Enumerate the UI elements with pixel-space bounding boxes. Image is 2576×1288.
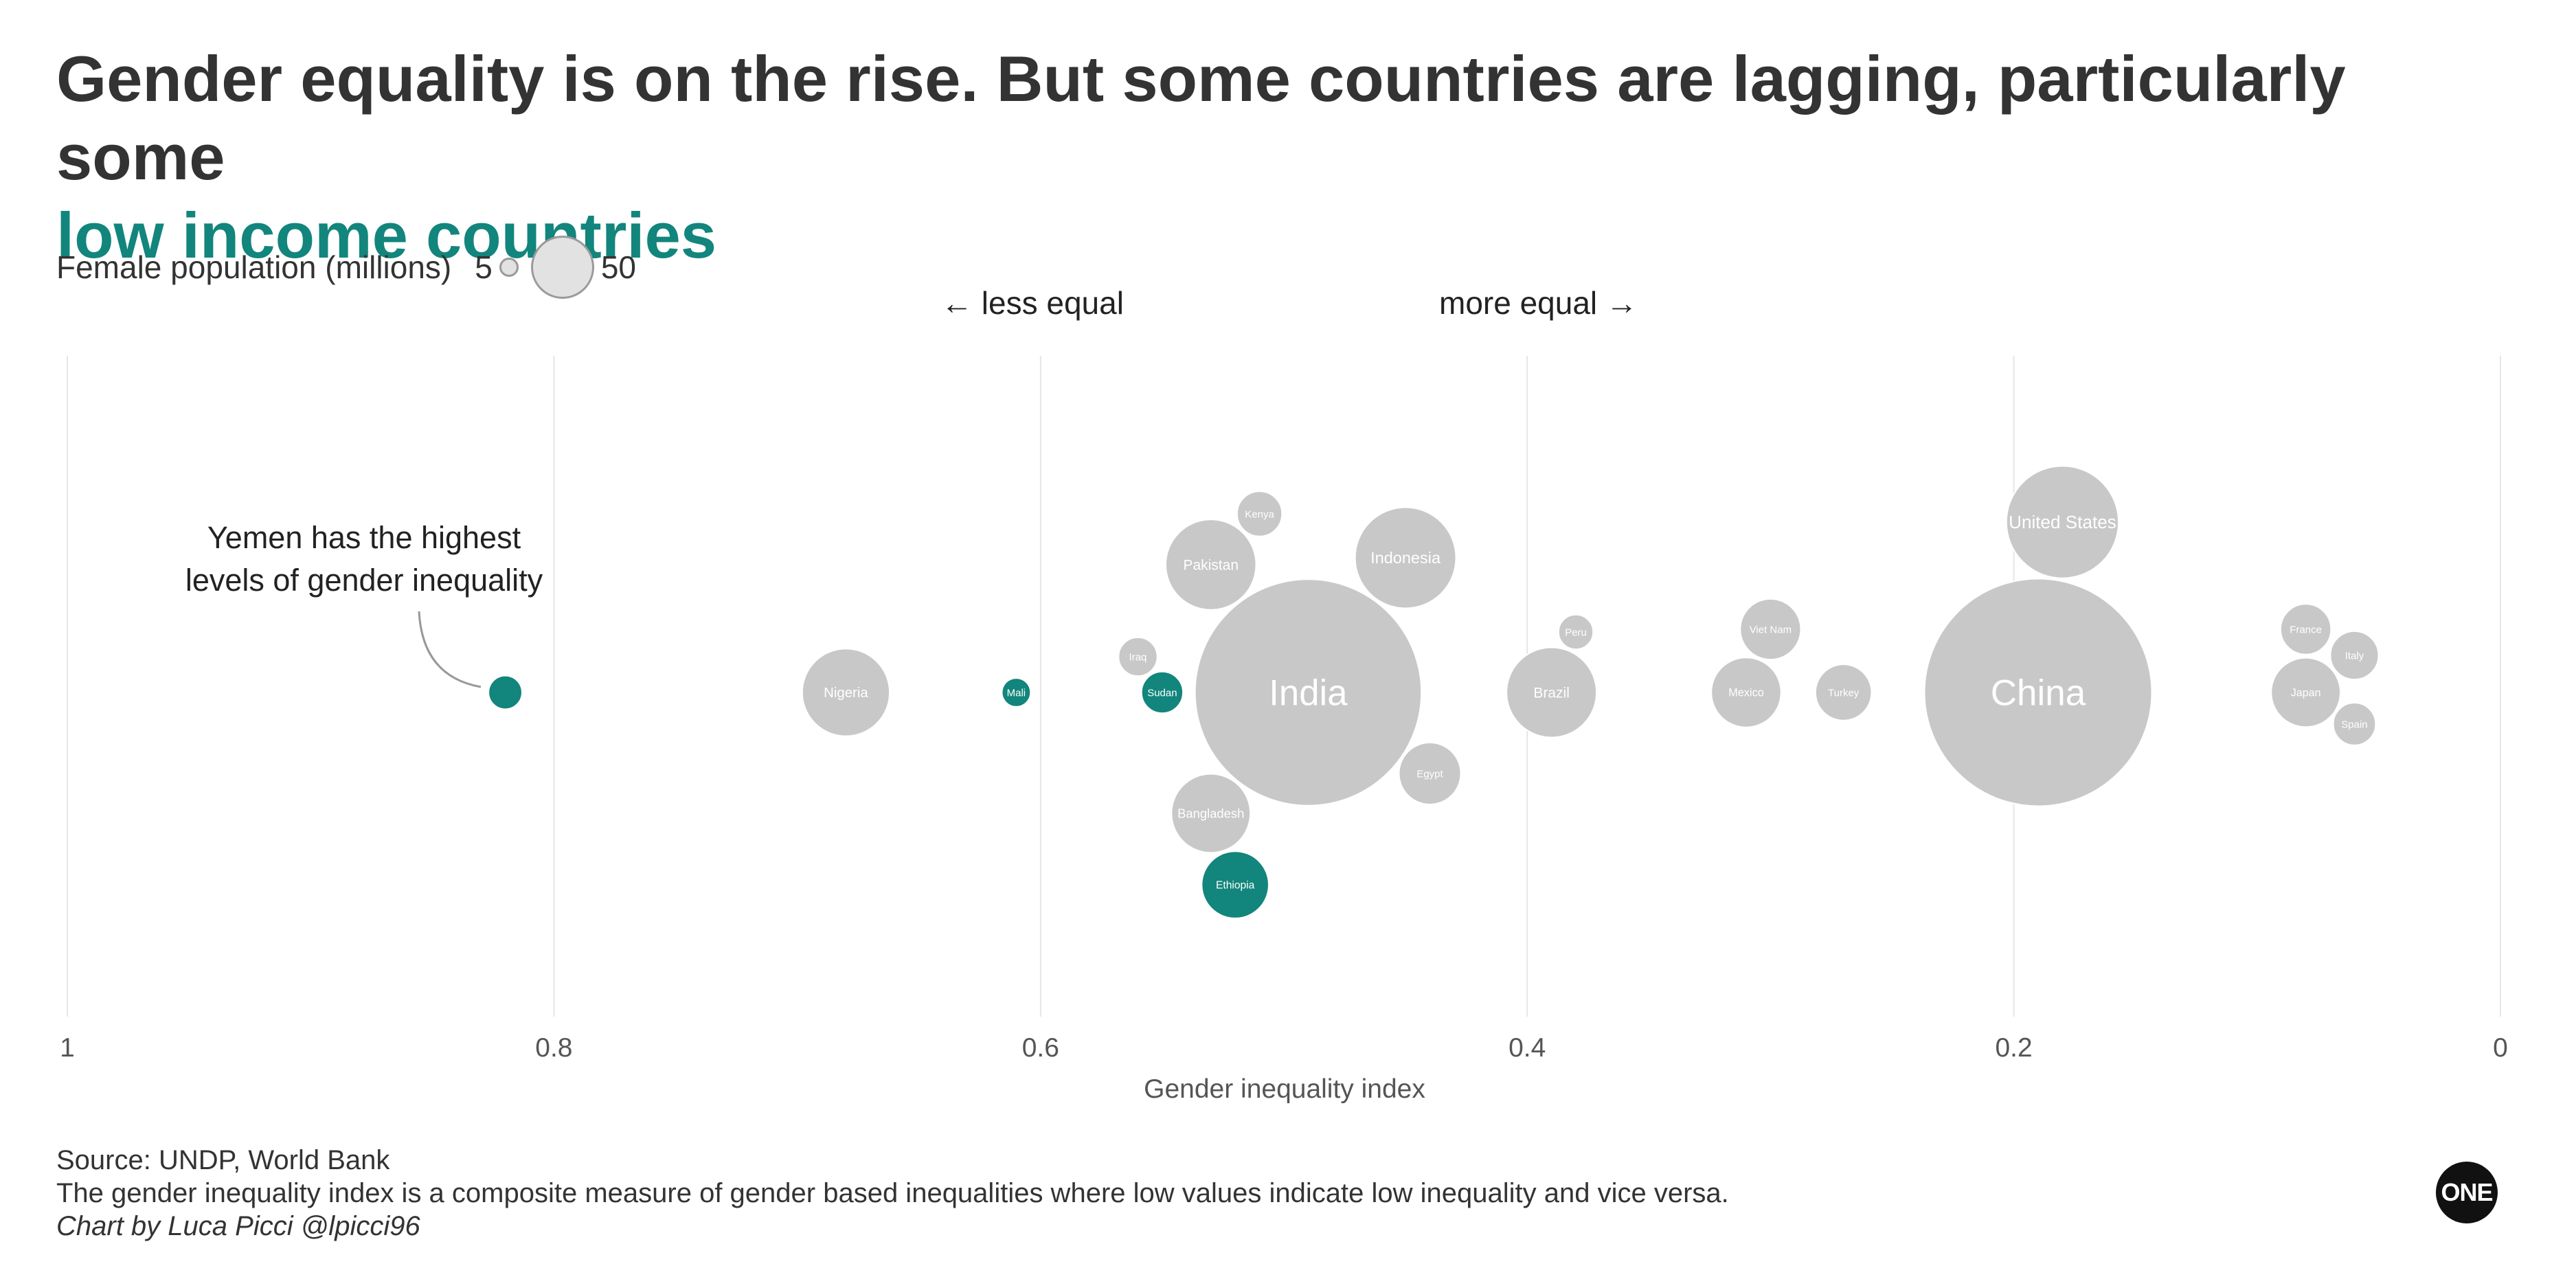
bubble-label-india: India bbox=[1269, 673, 1348, 713]
bubble-label-pakistan: Pakistan bbox=[1183, 557, 1239, 573]
bubble-label-peru: Peru bbox=[1565, 626, 1587, 638]
x-axis-ticks: 1 0.8 0.6 0.4 0.2 0 bbox=[60, 1033, 2508, 1063]
bubble-label-france: France bbox=[2290, 624, 2322, 635]
bubble-india bbox=[1194, 578, 1423, 806]
bubble-sudan bbox=[1140, 670, 1184, 714]
chart-title: Gender equality is on the rise. But some… bbox=[56, 40, 2529, 275]
bubble-label-indonesia: Indonesia bbox=[1370, 549, 1441, 567]
x-tick-label: 0 bbox=[2493, 1033, 2508, 1063]
bubble-egypt bbox=[1398, 742, 1462, 805]
size-legend-small-value: 5 bbox=[475, 249, 493, 285]
bubble-united-states bbox=[2005, 465, 2120, 579]
footer-credit: Chart by Luca Picci @lpicci96 bbox=[56, 1211, 420, 1241]
bubble-label-bangladesh: Bangladesh bbox=[1177, 806, 1244, 820]
bubble-france bbox=[2279, 603, 2332, 655]
one-logo: ONE bbox=[2436, 1162, 2498, 1223]
annotation: Yemen has the highest levels of gender in… bbox=[185, 520, 543, 688]
bubble-label-iraq: Iraq bbox=[1129, 651, 1147, 663]
bubble-label-egypt: Egypt bbox=[1416, 768, 1443, 780]
bubble-label-united-states: United States bbox=[2009, 512, 2116, 532]
x-tick-label: 0.2 bbox=[1995, 1033, 2032, 1063]
annotation-text: Yemen has the highest levels of gender in… bbox=[185, 520, 543, 598]
bubble-italy bbox=[2329, 630, 2380, 681]
x-tick-label: 0.4 bbox=[1509, 1033, 1546, 1063]
bubble-label-kenya: Kenya bbox=[1245, 508, 1274, 520]
bubble-turkey bbox=[1814, 664, 1873, 721]
bubble-label-sudan: Sudan bbox=[1147, 687, 1177, 699]
bubble-mexico bbox=[1710, 657, 1782, 728]
bubble-label-mali: Mali bbox=[1007, 687, 1026, 699]
bubble-spain bbox=[2332, 702, 2377, 746]
bubble-japan bbox=[2270, 657, 2342, 728]
bubble-kenya bbox=[1236, 490, 1283, 537]
size-legend-large-circle bbox=[530, 236, 594, 299]
title-highlight: low income countries bbox=[56, 199, 717, 271]
direction-more-equal: more equal → bbox=[1439, 285, 1638, 321]
bubble-yemen bbox=[488, 675, 523, 710]
bubble-indonesia bbox=[1354, 506, 1457, 609]
bubble-label-nigeria: Nigeria bbox=[824, 686, 868, 701]
bubble-nigeria bbox=[801, 648, 891, 737]
bubble-mali bbox=[1001, 677, 1032, 708]
x-tick-label: 0.8 bbox=[535, 1033, 572, 1063]
bubble-label-japan: Japan bbox=[2291, 687, 2321, 699]
bubble-label-ethiopia: Ethiopia bbox=[1216, 879, 1255, 891]
x-tick-label: 0.6 bbox=[1022, 1033, 1059, 1063]
x-axis-label: Gender inequality index bbox=[1144, 1074, 1425, 1104]
footer-note: The gender inequality index is a composi… bbox=[56, 1178, 1729, 1208]
bubble-china bbox=[1923, 578, 2153, 807]
size-legend-large-value: 50 bbox=[600, 249, 637, 285]
footer: Source: UNDP, World Bank The gender ineq… bbox=[56, 1144, 1729, 1243]
size-legend: Female population (millions) 5 50 bbox=[56, 236, 643, 299]
bubble-label-mexico: Mexico bbox=[1728, 687, 1764, 699]
bubble-peru bbox=[1557, 613, 1594, 651]
title-main: Gender equality is on the rise. But some… bbox=[56, 43, 2346, 193]
bubble-label-china: China bbox=[1991, 673, 2086, 714]
x-tick-label: 1 bbox=[60, 1033, 75, 1063]
bubble-label-italy: Italy bbox=[2345, 650, 2364, 662]
size-legend-label: Female population (millions) bbox=[56, 249, 452, 285]
bubble-ethiopia bbox=[1201, 850, 1269, 919]
bubble-iraq bbox=[1118, 636, 1158, 677]
direction-less-equal: ← less equal bbox=[941, 285, 1124, 321]
bubble-label-spain: Spain bbox=[2341, 719, 2367, 730]
bubble-brazil bbox=[1506, 646, 1598, 738]
bubble-label-viet-nam: Viet Nam bbox=[1750, 624, 1792, 635]
bubble-label-brazil: Brazil bbox=[1533, 685, 1570, 701]
size-legend-small-circle bbox=[499, 258, 519, 277]
bubble-label-turkey: Turkey bbox=[1828, 687, 1860, 699]
bubble-viet-nam bbox=[1739, 598, 1802, 661]
bubble-bangladesh bbox=[1171, 773, 1252, 854]
footer-source: Source: UNDP, World Bank bbox=[56, 1145, 390, 1175]
bubbles: India China United States Indonesia Pakistan… bbox=[488, 465, 2380, 919]
bubble-pakistan bbox=[1164, 519, 1257, 611]
annotation-connector bbox=[418, 611, 482, 688]
